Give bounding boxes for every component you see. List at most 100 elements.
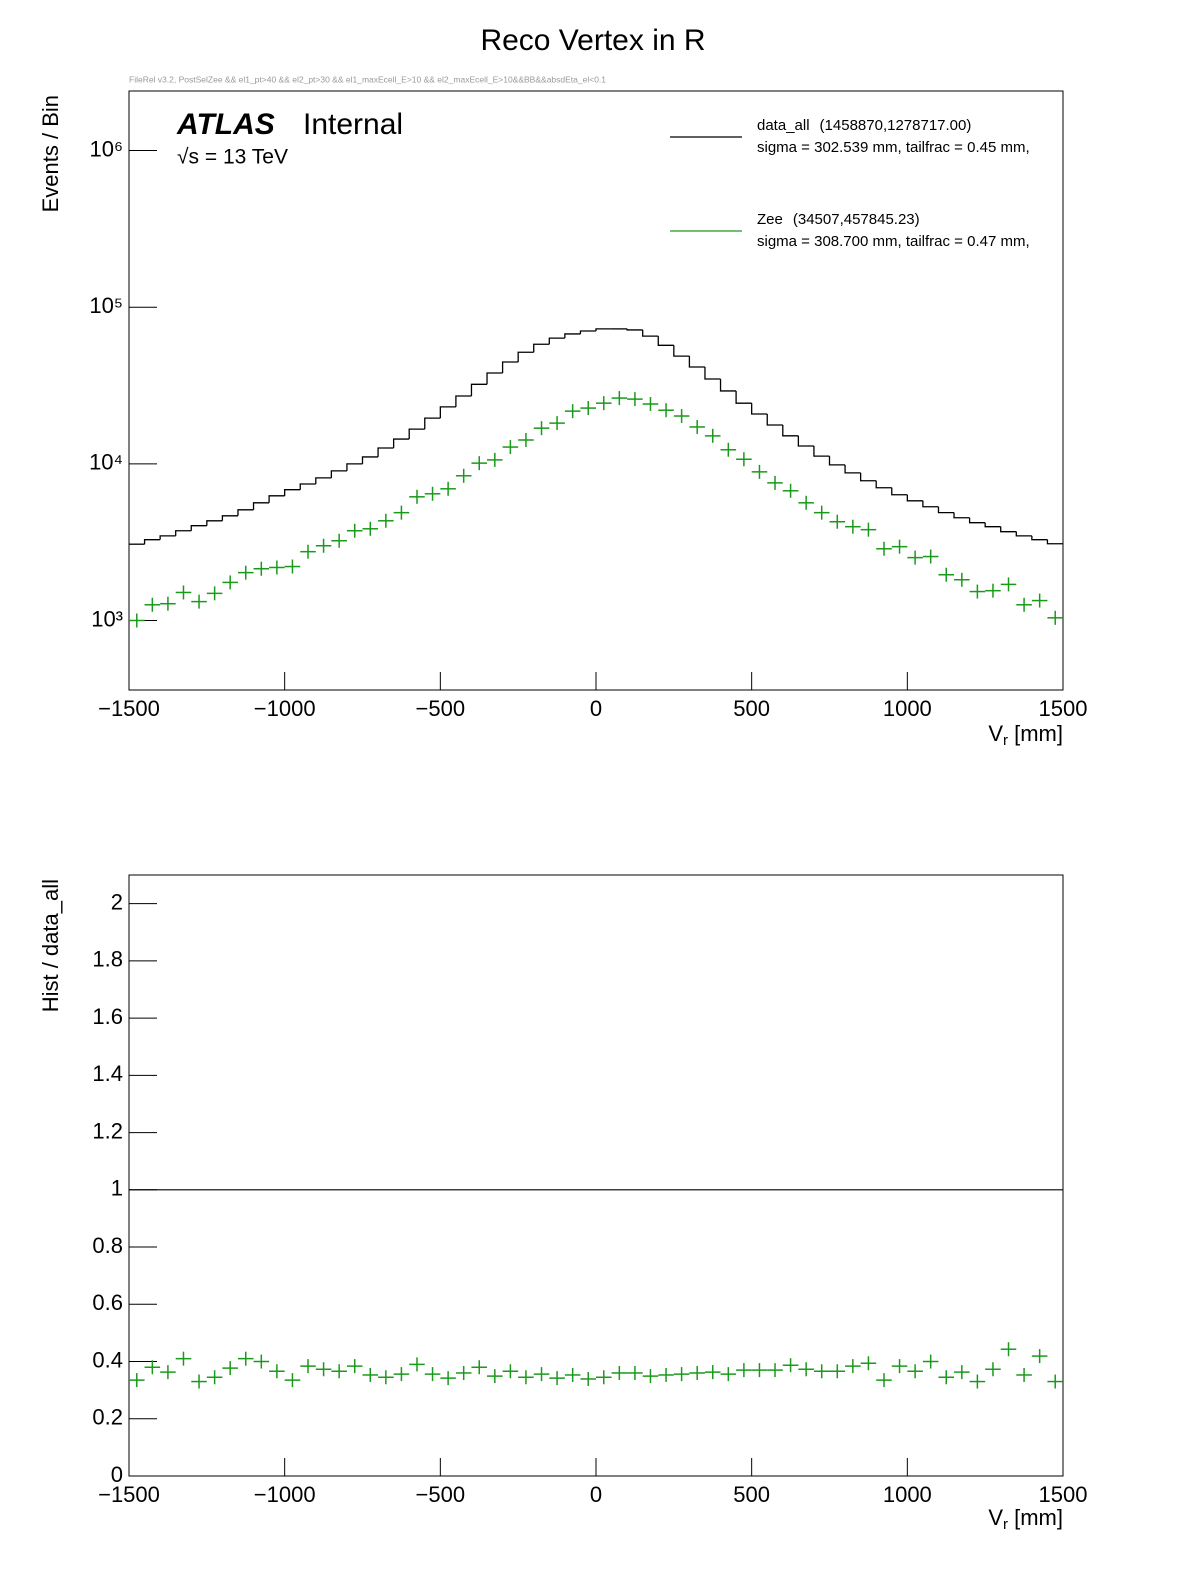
- data-point: [455, 1365, 472, 1380]
- data-point: [985, 1362, 1001, 1377]
- data-point: [627, 392, 643, 407]
- legend-stats: (34507,457845.23): [793, 211, 920, 228]
- histogram-step: [143, 539, 161, 545]
- data-point: [876, 1373, 892, 1388]
- data-point: [362, 521, 379, 536]
- histogram-step: [704, 367, 721, 380]
- histogram-step: [517, 351, 534, 362]
- data-point: [206, 1370, 223, 1385]
- data-point: [813, 505, 830, 520]
- y-tick-label: 1: [111, 1176, 123, 1201]
- legend-stats: (1458870,1278717.00): [820, 117, 972, 134]
- y-tick-label: 0.6: [92, 1290, 123, 1315]
- histogram-step: [828, 456, 846, 466]
- x-tick-label: −1500: [98, 696, 160, 721]
- x-axis-label: Vr [mm]: [988, 721, 1063, 749]
- histogram-step: [688, 356, 705, 368]
- x-tick-label: −1500: [98, 1482, 160, 1507]
- data-point: [938, 1370, 955, 1385]
- x-label-subscript: r: [1003, 1516, 1008, 1533]
- histogram-step: [642, 329, 659, 337]
- histogram-step: [175, 530, 192, 536]
- histogram-step: [377, 447, 394, 457]
- data-point: [300, 544, 316, 559]
- histogram-step: [439, 406, 456, 419]
- legend-name: Zee: [757, 211, 783, 228]
- data-point: [237, 1351, 254, 1366]
- data-point: [704, 1365, 721, 1380]
- histogram-step: [595, 328, 612, 331]
- data-point: [845, 519, 861, 534]
- histogram-step: [470, 383, 488, 397]
- data-point: [253, 1354, 270, 1369]
- histogram-step: [284, 489, 301, 496]
- data-point: [673, 1367, 690, 1382]
- data-point: [564, 404, 581, 419]
- histogram-step: [392, 438, 410, 448]
- data-point: [471, 1360, 488, 1375]
- histogram-step: [252, 502, 270, 510]
- data-point: [580, 401, 596, 416]
- histogram-step: [579, 330, 596, 334]
- y-tick-label: 0.4: [92, 1347, 123, 1372]
- data-point: [907, 1364, 923, 1379]
- data-point: [829, 1364, 846, 1379]
- histogram-step: [673, 345, 690, 357]
- data-point: [533, 421, 550, 436]
- histogram-step: [548, 337, 565, 345]
- histogram-step: [719, 379, 737, 392]
- data-point: [642, 397, 659, 412]
- histogram-step: [190, 525, 207, 531]
- x-label-symbol: V: [988, 721, 1003, 746]
- y-tick-label: 0: [111, 1462, 123, 1487]
- data-point: [767, 475, 783, 490]
- data-point: [222, 1361, 238, 1376]
- data-point: [876, 541, 892, 556]
- histogram-step: [299, 483, 316, 490]
- histogram-step: [564, 333, 581, 339]
- data-point: [269, 1364, 285, 1379]
- data-point: [798, 1362, 814, 1377]
- y-tick-label: 10⁴: [89, 450, 123, 475]
- data-point: [845, 1359, 861, 1374]
- data-point: [144, 597, 161, 612]
- histogram-step: [859, 472, 877, 482]
- histogram-step: [891, 487, 908, 496]
- histogram-step: [875, 480, 892, 489]
- legend-entry: data_all (1458870,1278717.00): [757, 117, 971, 134]
- data-point: [331, 533, 347, 548]
- data-point: [440, 481, 456, 496]
- data-point: [922, 1354, 939, 1369]
- histogram-step: [330, 470, 347, 478]
- x-tick-label: 500: [733, 1482, 770, 1507]
- data-point: [160, 596, 176, 611]
- data-point: [813, 1364, 830, 1379]
- data-point: [751, 1363, 768, 1378]
- x-label-subscript: r: [1003, 732, 1008, 749]
- data-point: [658, 1367, 674, 1382]
- subtitle: FileRel v3.2, PostSelZee && el1_pt>40 &&…: [129, 74, 606, 84]
- data-point: [969, 1374, 986, 1389]
- data-point: [751, 464, 768, 479]
- histogram-step: [766, 414, 783, 426]
- data-point: [393, 505, 410, 520]
- atlas-label: ATLAS: [176, 108, 275, 141]
- histogram-step: [1000, 526, 1017, 533]
- data-point: [549, 416, 565, 431]
- histogram-step: [1015, 531, 1032, 537]
- data-point: [487, 452, 503, 467]
- data-point: [549, 1371, 565, 1386]
- histogram-step: [361, 456, 379, 464]
- histogram-step: [937, 506, 955, 514]
- y-axis-label: Hist / data_all: [38, 879, 63, 1012]
- data-point: [860, 1356, 877, 1371]
- x-tick-label: −1000: [254, 696, 316, 721]
- histogram-step: [268, 495, 285, 503]
- x-tick-label: 1500: [1039, 696, 1088, 721]
- histogram-step: [455, 395, 472, 407]
- data-point: [175, 1351, 192, 1366]
- data-point: [175, 585, 192, 600]
- histogram-step: [221, 515, 238, 521]
- x-tick-label: −1000: [254, 1482, 316, 1507]
- histogram-step: [159, 535, 176, 540]
